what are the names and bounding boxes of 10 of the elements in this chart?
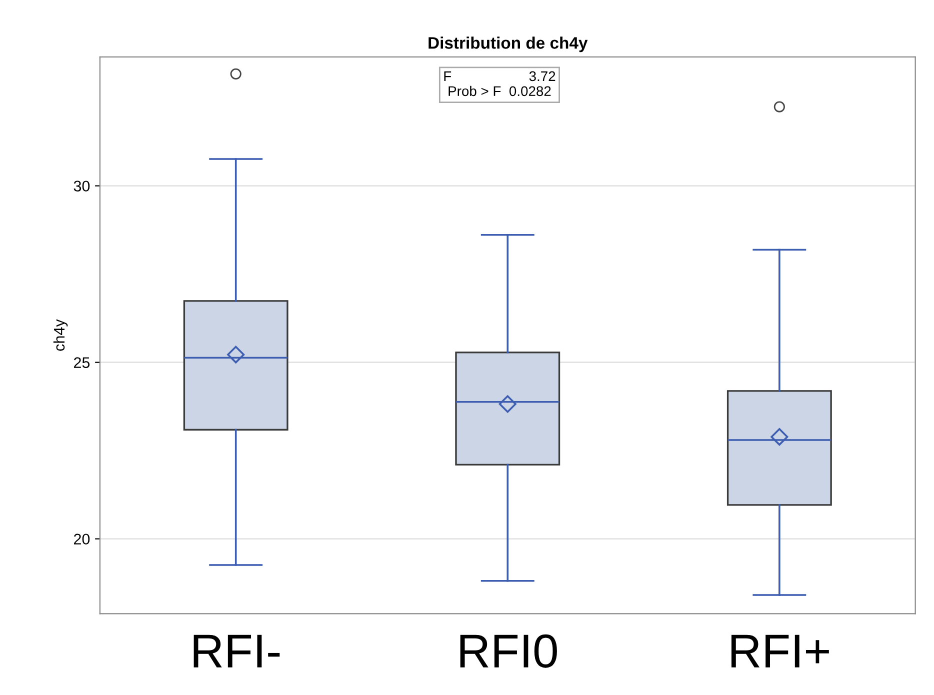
x-tick-label: RFI- — [194, 634, 280, 668]
y-tick-label: 30 — [74, 180, 90, 192]
y-tick-label: 25 — [74, 357, 90, 368]
annotation: Prob > F 0.0282 — [448, 86, 551, 96]
chart-title: Distribution de ch4y — [428, 36, 588, 52]
y-axis-title: ch4y — [53, 319, 68, 351]
annotation: F 3.72 — [444, 71, 556, 82]
x-tick-label: RFI+ — [731, 634, 829, 668]
y-tick-label: 20 — [74, 534, 90, 545]
x-tick-label: RFI0 — [460, 634, 557, 668]
